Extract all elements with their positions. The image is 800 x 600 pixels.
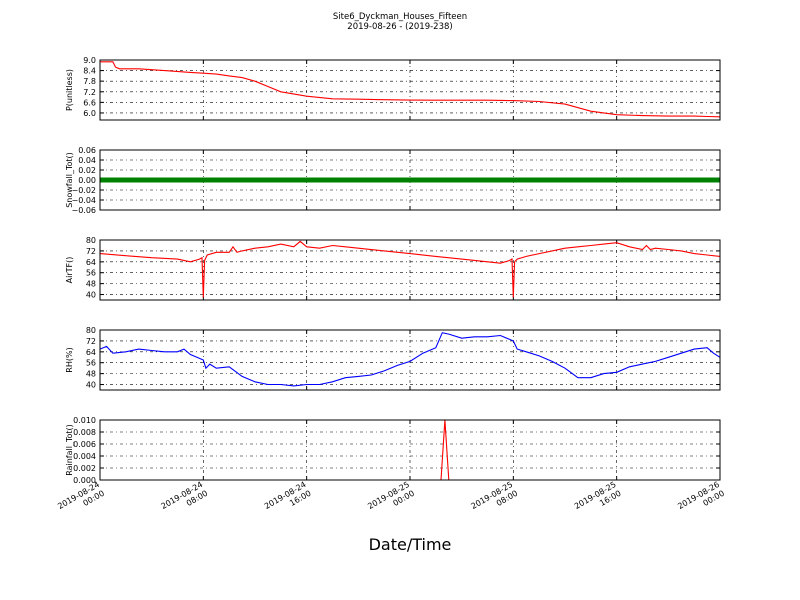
panel-1: 6.0 6.67.2 7.88.4 9.0 P(unitless) — [65, 56, 721, 121]
series-line — [100, 61, 721, 118]
series-line — [99, 332, 721, 387]
y-tick-label: 0.006 — [73, 440, 96, 449]
y-tick-label: 7.2 — [83, 88, 96, 97]
chart-title-line2: 2019-08-26 - (2019-238) — [347, 22, 452, 32]
y-tick-label: 0.008 — [73, 428, 96, 437]
x-tick-label: 2019-08-2400:00 — [56, 480, 106, 520]
x-tick-label: 2019-08-2516:00 — [573, 480, 623, 520]
y-axis-label: Rainfall_Tot() — [65, 424, 74, 476]
panel-3: 80 72 64 56 48 40 AirTF() — [65, 236, 721, 301]
y-tick-label: 0.00 — [78, 176, 96, 185]
y-tick-label: 56 — [86, 359, 96, 368]
y-tick-label: −0.06 — [71, 206, 96, 215]
y-tick-label: 7.8 — [83, 77, 96, 86]
y-tick-label: −0.02 — [71, 186, 96, 195]
panel-2: 0.060.040.020.00−0.02−0.04−0.06Snowfall_… — [65, 146, 721, 215]
y-tick-label: 48 — [86, 370, 96, 379]
y-axis-label: AirTF() — [65, 257, 74, 284]
y-tick-label: 6.0 — [83, 109, 96, 118]
plot-frame — [99, 59, 721, 121]
x-tick-labels: 2019-08-2400:00 2019-08-2408:00 2019-08-24… — [56, 480, 726, 520]
y-tick-label: 6.6 — [83, 98, 96, 107]
y-tick-label: 9.0 — [83, 56, 96, 65]
y-tick-label: −0.04 — [71, 196, 96, 205]
chart-title-line1: Site6_Dyckman_Houses_Fifteen — [333, 12, 467, 22]
y-tick-label: 80 — [86, 326, 96, 335]
x-tick-label: 2019-08-2416:00 — [263, 480, 313, 520]
y-tick-label: 0.004 — [73, 452, 96, 461]
panel-4: 80 72 64 56 48 40 RH(%) — [65, 326, 721, 391]
y-tick-label: 0.010 — [73, 416, 96, 425]
x-tick-label: 2019-08-2600:00 — [676, 480, 726, 520]
y-tick-label: 0.000 — [73, 476, 96, 485]
y-axis-label: Snowfall_Tot() — [65, 152, 74, 208]
y-tick-label: 72 — [86, 337, 96, 346]
plot-frame — [99, 239, 721, 301]
y-tick-label: 0.002 — [73, 464, 96, 473]
y-tick-label: 64 — [86, 258, 96, 267]
y-tick-label: 56 — [86, 269, 96, 278]
panels: 6.06.67.27.88.49.0P(unitless)0.060.040.0… — [65, 56, 721, 485]
y-tick-label: 64 — [86, 348, 96, 357]
y-tick-label: 8.4 — [83, 67, 96, 76]
plot-frame — [99, 149, 721, 211]
x-tick-label: 2019-08-2500:00 — [366, 480, 416, 520]
y-tick-label: 0.06 — [78, 146, 96, 155]
x-axis-label: Date/Time — [369, 535, 452, 554]
y-tick-label: 0.04 — [78, 156, 96, 165]
y-tick-label: 80 — [86, 236, 96, 245]
y-axis-label: P(unitless) — [65, 69, 74, 111]
y-tick-label: 0.02 — [78, 166, 96, 175]
y-tick-label: 40 — [86, 291, 96, 300]
plot-frame — [99, 419, 721, 481]
y-tick-label: 40 — [86, 381, 96, 390]
x-tick-label: 2019-08-2508:00 — [470, 480, 520, 520]
plot-frame — [99, 329, 721, 391]
x-tick-label: 2019-08-2408:00 — [160, 480, 210, 520]
y-tick-label: 72 — [86, 247, 96, 256]
y-tick-label: 48 — [86, 280, 96, 289]
panel-5: 0.010 0.008 0.006 0.004 0.002 0.000Rainfall_T… — [65, 416, 721, 485]
series-line — [99, 240, 721, 298]
y-axis-label: RH(%) — [65, 347, 74, 372]
